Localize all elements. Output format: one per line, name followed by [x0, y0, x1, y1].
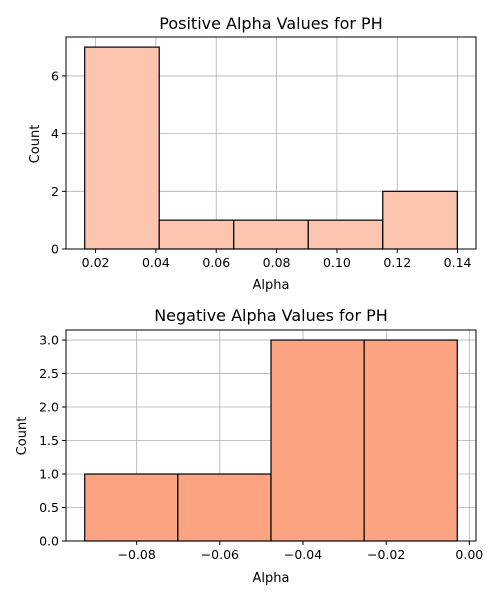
y-tick-label: 2.5	[39, 366, 59, 381]
axes-frame	[65, 36, 477, 250]
y-tick-label: 2	[51, 184, 59, 199]
y-tick-label: 2.0	[39, 400, 59, 415]
x-tick-label: −0.02	[367, 547, 405, 562]
y-axis-label: Count	[15, 417, 30, 456]
x-tick-label: 0.02	[82, 255, 110, 270]
x-axis-label: Alpha	[253, 278, 290, 293]
chart-title: Positive Alpha Values for PH	[159, 14, 382, 33]
x-tick-label: −0.06	[201, 547, 239, 562]
histogram-bar	[158, 219, 235, 250]
histogram-bar	[84, 46, 160, 250]
y-tick-label: 1.5	[39, 433, 59, 448]
x-tick-label: 0.10	[323, 255, 351, 270]
y-tick-label: 1.0	[39, 467, 59, 482]
chart-positive-alpha: Positive Alpha Values for PH Alpha Count…	[28, 14, 477, 293]
y-tick-label: 6	[51, 68, 59, 83]
histogram-bar	[270, 339, 365, 542]
y-axis-label: Count	[28, 125, 43, 164]
x-tick-label: 0.14	[444, 255, 472, 270]
histogram-bar	[233, 219, 309, 250]
x-tick-label: −0.08	[118, 547, 156, 562]
histogram-bar	[307, 219, 384, 250]
x-tick-label: 0.08	[263, 255, 291, 270]
axes-frame	[65, 329, 477, 542]
x-tick-label: −0.04	[284, 547, 322, 562]
plot-area: −0.08 −0.06 −0.04 −0.02 0.00 0.0 0.5 1.0 1.5 2.0 2…	[39, 329, 483, 562]
histogram-bar	[84, 473, 179, 542]
histogram-bar	[363, 339, 458, 542]
histogram-bar	[177, 473, 272, 542]
y-tick-label: 0.0	[39, 534, 59, 549]
x-axis-label: Alpha	[253, 571, 290, 586]
y-tick-label: 0	[51, 242, 59, 257]
y-tick-label: 3.0	[39, 333, 59, 348]
y-tick-label: 0.5	[39, 500, 59, 515]
x-tick-label: 0.06	[202, 255, 230, 270]
x-tick-label: 0.04	[142, 255, 170, 270]
chart-negative-alpha: Negative Alpha Values for PH Alpha Count…	[15, 306, 483, 586]
chart-title: Negative Alpha Values for PH	[154, 306, 388, 325]
x-tick-label: 0.12	[383, 255, 411, 270]
plot-area: 0.02 0.04 0.06 0.08 0.10 0.12 0.14 0 2 4 6	[51, 36, 477, 270]
x-tick-label: 0.00	[455, 547, 483, 562]
histogram-bar	[382, 190, 458, 250]
y-tick-label: 4	[51, 126, 59, 141]
